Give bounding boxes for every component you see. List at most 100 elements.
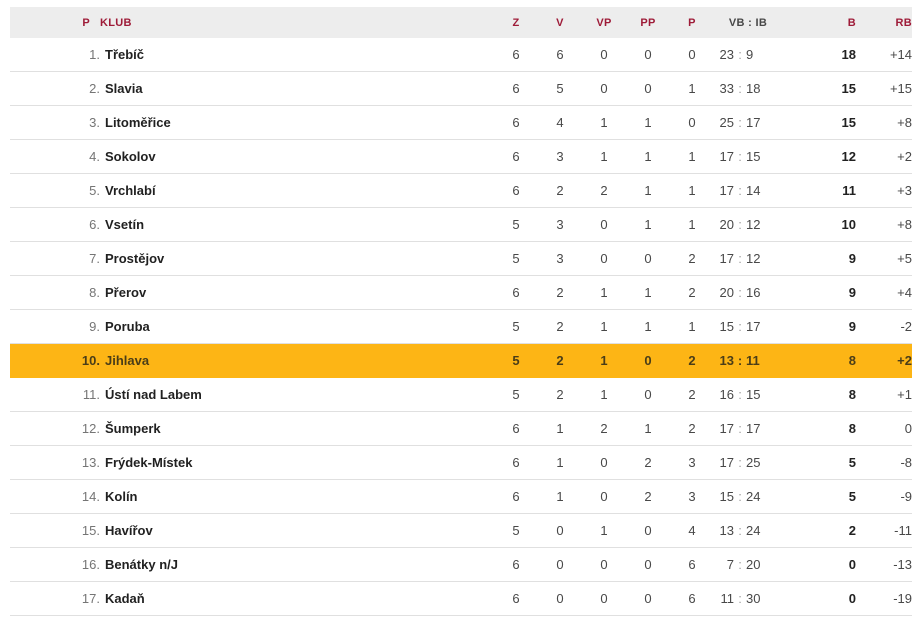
club-name-link[interactable]: Slavia xyxy=(105,81,143,96)
overtime-wins: 0 xyxy=(600,217,608,232)
goal-difference: -9 xyxy=(900,489,912,504)
goal-difference: -2 xyxy=(900,319,912,334)
overtime-wins: 0 xyxy=(600,251,608,266)
goal-difference: -8 xyxy=(900,455,912,470)
goals-against: 30 xyxy=(746,591,761,606)
score: 13 : 11 xyxy=(714,353,782,368)
wins: 1 xyxy=(556,421,564,436)
score-separator: : xyxy=(738,319,742,334)
club-name-link[interactable]: Havířov xyxy=(105,523,153,538)
goal-difference: -13 xyxy=(893,557,912,572)
column-header-club: KLUB xyxy=(100,16,132,29)
table-row: 9. Poruba 5 2 1 1 1 15 : 17 9 -2 xyxy=(10,310,912,344)
goals-for: 16 xyxy=(719,387,734,402)
score-separator: : xyxy=(738,557,742,572)
club-name-link[interactable]: Sokolov xyxy=(105,149,156,164)
table-row: 3. Litoměřice 6 4 1 1 0 25 : 17 15 +8 xyxy=(10,106,912,140)
club-name-link[interactable]: Benátky n/J xyxy=(105,557,178,572)
table-row: 5. Vrchlabí 6 2 2 1 1 17 : 14 11 +3 xyxy=(10,174,912,208)
games-played: 6 xyxy=(512,455,520,470)
losses: 6 xyxy=(688,557,696,572)
club-name-link[interactable]: Přerov xyxy=(105,285,147,300)
games-played: 6 xyxy=(512,149,520,164)
club-name-link[interactable]: Poruba xyxy=(105,319,150,334)
row-position: 6. xyxy=(89,217,100,232)
losses: 1 xyxy=(688,183,696,198)
score: 17 : 15 xyxy=(714,149,782,164)
wins: 2 xyxy=(556,353,564,368)
club-name-link[interactable]: Prostějov xyxy=(105,251,165,266)
club-name-link[interactable]: Frýdek-Místek xyxy=(105,455,193,470)
overtime-wins: 1 xyxy=(600,353,608,368)
goals-for: 13 xyxy=(719,523,734,538)
points: 0 xyxy=(848,591,856,606)
goal-difference: +14 xyxy=(889,47,912,62)
club-name-link[interactable]: Kolín xyxy=(105,489,138,504)
goals-for: 15 xyxy=(719,319,734,334)
wins: 3 xyxy=(556,251,564,266)
score-separator: : xyxy=(738,387,742,402)
score-separator: : xyxy=(738,217,742,232)
score-separator: : xyxy=(738,455,742,470)
goal-difference: +4 xyxy=(897,285,912,300)
goal-difference: -19 xyxy=(893,591,912,606)
table-body: 1. Třebíč 6 6 0 0 0 23 : 9 18 +14 2. Sla… xyxy=(10,38,912,616)
score: 13 : 24 xyxy=(714,523,782,538)
score: 25 : 17 xyxy=(714,115,782,130)
losses: 6 xyxy=(688,591,696,606)
games-played: 6 xyxy=(512,285,520,300)
score: 16 : 15 xyxy=(714,387,782,402)
club-name-link[interactable]: Ústí nad Labem xyxy=(105,387,202,402)
score: 7 : 20 xyxy=(714,557,782,572)
goals-against: 17 xyxy=(746,115,761,130)
goals-against: 25 xyxy=(746,455,761,470)
goals-against: 16 xyxy=(746,285,761,300)
goals-for: 13 xyxy=(719,353,734,368)
goals-against: 20 xyxy=(746,557,761,572)
goal-difference: 0 xyxy=(904,421,912,436)
points: 8 xyxy=(848,421,856,436)
points: 15 xyxy=(841,115,856,130)
column-header-score: VB : IB xyxy=(728,16,768,29)
row-position: 4. xyxy=(89,149,100,164)
games-played: 5 xyxy=(512,319,520,334)
club-name-link[interactable]: Vrchlabí xyxy=(105,183,156,198)
points: 10 xyxy=(841,217,856,232)
club-name-link[interactable]: Třebíč xyxy=(105,47,145,62)
overtime-losses: 0 xyxy=(644,81,652,96)
overtime-losses: 2 xyxy=(644,455,652,470)
wins: 5 xyxy=(556,81,564,96)
games-played: 6 xyxy=(512,183,520,198)
wins: 1 xyxy=(556,489,564,504)
row-position: 10. xyxy=(81,353,100,368)
table-row: 6. Vsetín 5 3 0 1 1 20 : 12 10 +8 xyxy=(10,208,912,242)
club-name-link[interactable]: Šumperk xyxy=(105,421,161,436)
overtime-wins: 2 xyxy=(600,421,608,436)
overtime-losses: 0 xyxy=(644,591,652,606)
goals-for: 20 xyxy=(719,285,734,300)
points: 9 xyxy=(848,251,856,266)
score-separator: : xyxy=(738,115,742,130)
club-name-link[interactable]: Litoměřice xyxy=(105,115,171,130)
goals-for: 15 xyxy=(719,489,734,504)
overtime-losses: 1 xyxy=(644,183,652,198)
wins: 2 xyxy=(556,285,564,300)
overtime-losses: 2 xyxy=(644,489,652,504)
games-played: 5 xyxy=(512,217,520,232)
games-played: 6 xyxy=(512,47,520,62)
goals-against: 11 xyxy=(746,353,760,368)
games-played: 5 xyxy=(512,523,520,538)
club-name-link[interactable]: Vsetín xyxy=(105,217,145,232)
row-position: 15. xyxy=(81,523,100,538)
club-name-link[interactable]: Jihlava xyxy=(105,353,150,368)
overtime-losses: 1 xyxy=(644,319,652,334)
wins: 0 xyxy=(556,557,564,572)
club-name-link[interactable]: Kadaň xyxy=(105,591,145,606)
column-header-wins: V xyxy=(556,16,564,29)
losses: 3 xyxy=(688,455,696,470)
row-position: 3. xyxy=(89,115,100,130)
goals-against: 14 xyxy=(746,183,761,198)
score: 17 : 12 xyxy=(714,251,782,266)
games-played: 6 xyxy=(512,421,520,436)
